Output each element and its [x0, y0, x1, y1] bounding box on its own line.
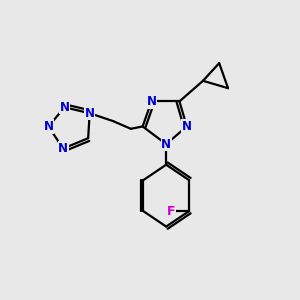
- Text: N: N: [161, 138, 171, 151]
- Text: N: N: [85, 107, 94, 120]
- Text: N: N: [146, 95, 157, 108]
- Text: N: N: [60, 101, 70, 114]
- Text: N: N: [58, 142, 68, 155]
- Text: N: N: [44, 120, 53, 133]
- Text: N: N: [182, 120, 192, 133]
- Text: F: F: [167, 205, 176, 218]
